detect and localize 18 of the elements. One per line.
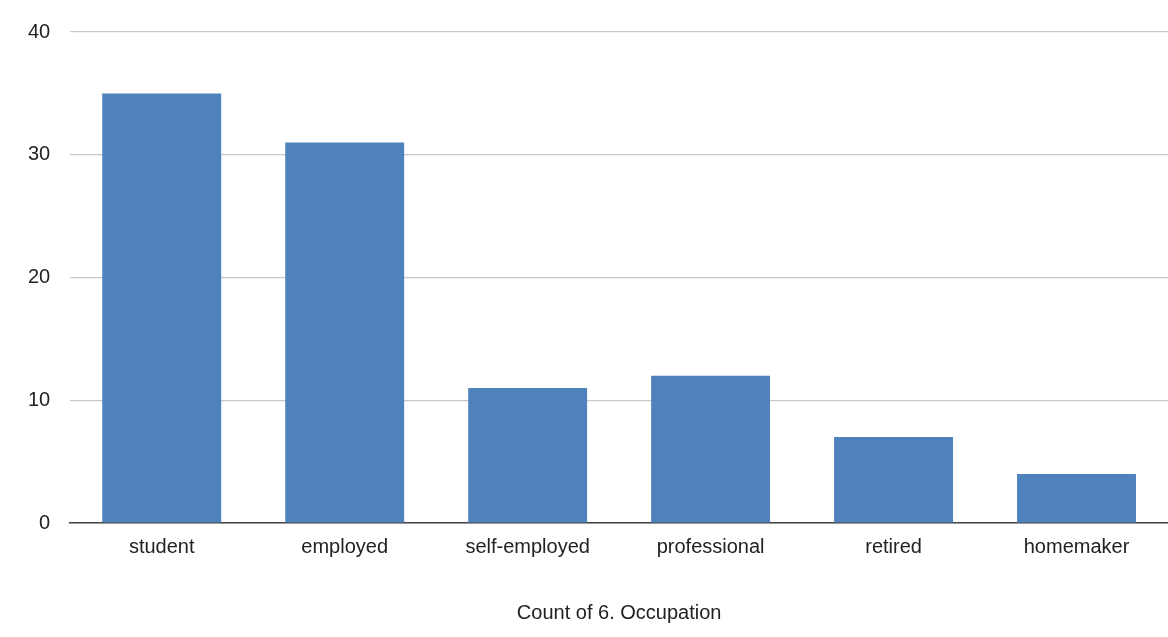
x-tick-label: student bbox=[128, 534, 195, 557]
bar bbox=[834, 437, 954, 523]
y-tick-label: 40 bbox=[28, 19, 51, 42]
x-tick-label: employed bbox=[301, 534, 389, 557]
y-tick-label: 20 bbox=[28, 265, 51, 288]
x-tick-label: self-employed bbox=[465, 534, 590, 557]
y-tick-label: 0 bbox=[39, 510, 51, 533]
bar bbox=[1017, 473, 1136, 523]
bar bbox=[468, 387, 588, 523]
bar bbox=[102, 93, 222, 523]
y-tick-label: 10 bbox=[28, 387, 51, 410]
x-tick-label: retired bbox=[865, 534, 922, 557]
bar bbox=[651, 375, 771, 523]
x-tick-label: homemaker bbox=[1023, 534, 1130, 557]
x-axis-title: Count of 6. Occupation bbox=[516, 600, 722, 623]
bar bbox=[285, 142, 405, 523]
x-tick-label: professional bbox=[656, 534, 765, 557]
y-tick-label: 30 bbox=[28, 142, 51, 165]
